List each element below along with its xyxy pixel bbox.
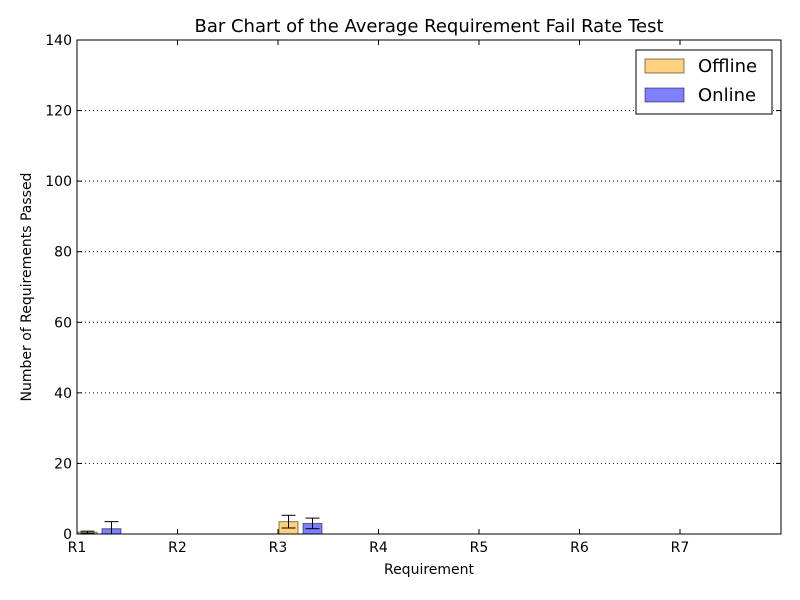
y-tick-label: 80 bbox=[54, 245, 72, 261]
y-tick-label: 100 bbox=[45, 174, 72, 190]
error-bars bbox=[80, 514, 320, 534]
x-axis-label: Requirement bbox=[384, 562, 475, 578]
legend: Offline Online bbox=[635, 49, 773, 115]
y-tick-label: 140 bbox=[45, 33, 72, 49]
x-tick-label: R5 bbox=[470, 540, 489, 556]
x-tick-label: R3 bbox=[269, 540, 288, 556]
chart-title: Bar Chart of the Average Requirement Fai… bbox=[194, 16, 663, 37]
y-tick-label: 40 bbox=[54, 386, 72, 402]
x-tick-label: R1 bbox=[68, 540, 87, 556]
y-tick-label: 0 bbox=[63, 527, 72, 543]
x-tick-label: R7 bbox=[671, 540, 690, 556]
x-tick-label: R6 bbox=[570, 540, 589, 556]
y-axis-label: Number of Requirements Passed bbox=[19, 173, 35, 402]
legend-label-online: Online bbox=[698, 85, 756, 106]
legend-swatch-online bbox=[644, 87, 685, 103]
y-tick-label: 20 bbox=[54, 456, 72, 472]
x-axis-ticks: R1 R2 R3 R4 R5 R6 R7 bbox=[68, 40, 690, 556]
y-tick-label: 60 bbox=[54, 315, 72, 331]
legend-label-offline: Offline bbox=[698, 56, 757, 77]
plot-area-frame bbox=[76, 39, 782, 535]
x-tick-label: R2 bbox=[168, 540, 187, 556]
y-tick-label: 120 bbox=[45, 104, 72, 120]
grid-lines bbox=[77, 110, 781, 464]
x-tick-label: R4 bbox=[369, 540, 388, 556]
legend-swatch-offline bbox=[644, 58, 685, 74]
y-axis-ticks: 0 20 40 60 80 100 120 140 bbox=[45, 33, 781, 543]
